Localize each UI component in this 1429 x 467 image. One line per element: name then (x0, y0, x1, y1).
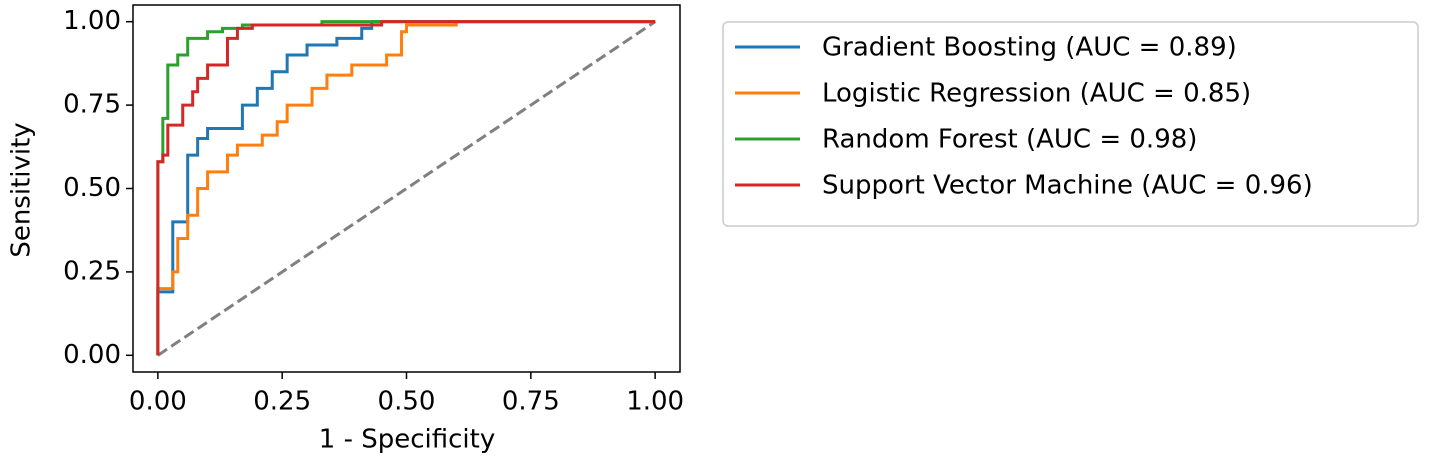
plot-frame (132, 4, 681, 373)
x-axis-label: 1 - Specificity (319, 425, 495, 455)
y-tick-label: 0.50 (63, 173, 121, 203)
x-tick-label: 0.50 (378, 387, 436, 417)
roc-curve (156, 20, 656, 356)
x-tick-label: 0.75 (502, 387, 560, 417)
roc-curve (156, 20, 656, 356)
x-tick-label: 1.00 (626, 387, 684, 417)
legend-box (722, 21, 1419, 227)
legend-label: Logistic Regression (AUC = 0.85) (822, 79, 1251, 109)
y-tick-label: 0.75 (63, 90, 121, 120)
x-tick-label: 0.25 (253, 387, 311, 417)
legend-label: Gradient Boosting (AUC = 0.89) (822, 33, 1237, 63)
y-tick-label: 1.00 (63, 6, 121, 36)
y-axis-label: Sensitivity (7, 122, 37, 257)
x-tick-label: 0.00 (129, 387, 187, 417)
y-tick-label: 0.00 (63, 340, 121, 370)
legend-label: Random Forest (AUC = 0.98) (822, 125, 1197, 155)
reference-line (157, 20, 656, 357)
roc-curve (156, 20, 656, 356)
roc-curve (156, 20, 656, 356)
legend-label: Support Vector Machine (AUC = 0.96) (822, 171, 1313, 201)
y-tick-label: 0.25 (63, 256, 121, 286)
